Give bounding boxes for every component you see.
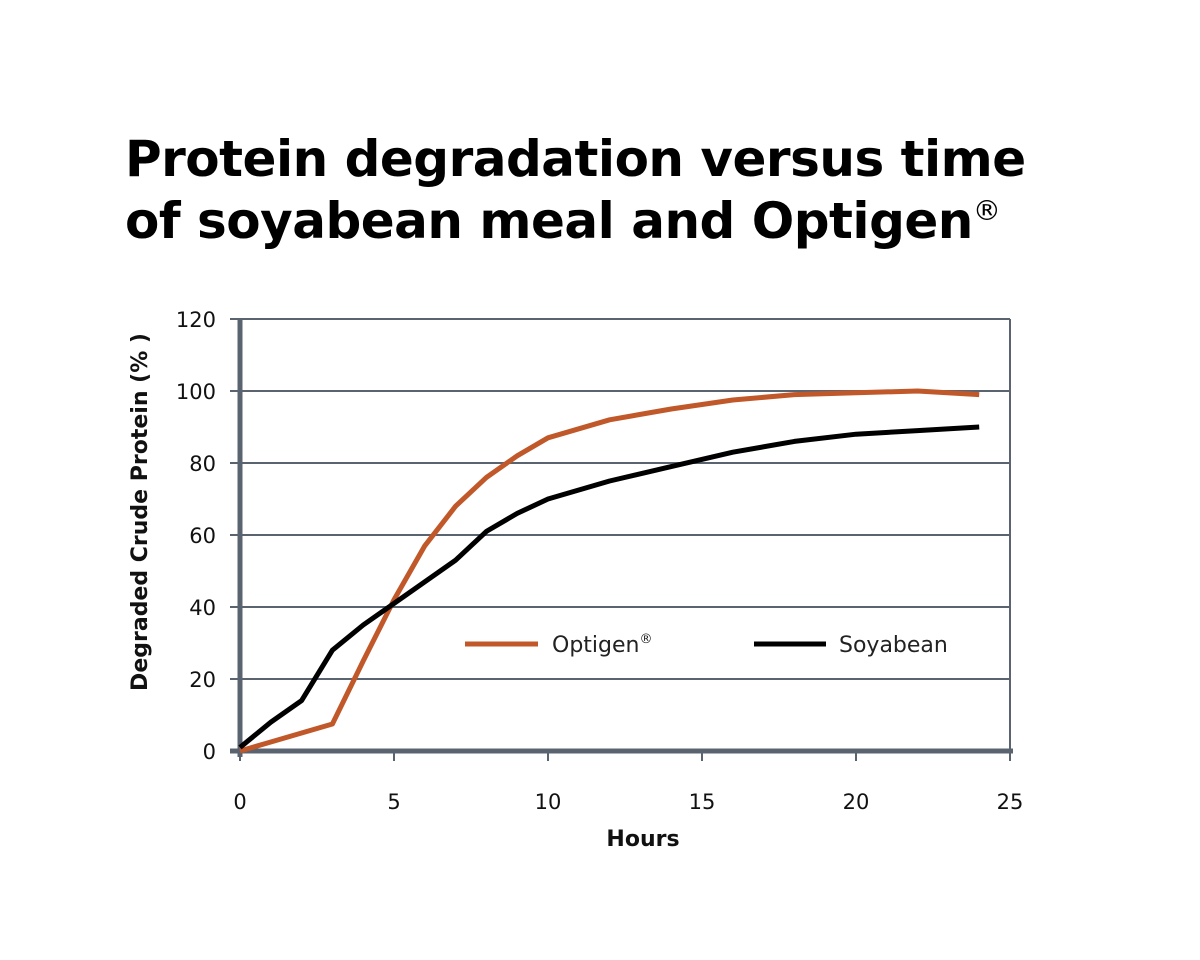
y-tick-labels: 0 20 40 60 80 100 120 (176, 308, 216, 764)
legend-label-soyabean: Soyabean (839, 633, 948, 658)
x-tick-label-5: 5 (387, 790, 400, 814)
x-tick-label-0: 0 (233, 790, 246, 814)
y-tick-label-0: 0 (203, 740, 216, 764)
chart-title-line-2-text: of soyabean meal and Optigen (125, 192, 973, 250)
y-tick-label-60: 60 (189, 524, 216, 548)
y-tick-label-80: 80 (189, 452, 216, 476)
x-tick-label-10: 10 (535, 790, 562, 814)
legend-label-optigen: Optigen® (552, 632, 652, 658)
chart-title-line-2: of soyabean meal and Optigen® (125, 190, 1026, 252)
registered-mark: ® (972, 194, 1001, 227)
gridlines (240, 318, 1011, 751)
legend: Optigen® Soyabean (465, 632, 948, 658)
y-tick-label-120: 120 (176, 308, 216, 332)
series-line-soyabean (238, 424, 980, 750)
series-line-optigen (239, 388, 980, 754)
y-tick-label-100: 100 (176, 380, 216, 404)
x-axis-title: Hours (606, 827, 679, 852)
x-tick-label-20: 20 (843, 790, 870, 814)
x-tick-label-25: 25 (997, 790, 1024, 814)
y-axis-title: Degraded Crude Protein (% ) (128, 333, 153, 691)
axes (230, 318, 1013, 761)
chart-title: Protein degradation versus time of soyab… (125, 128, 1026, 252)
x-tick-label-15: 15 (689, 790, 716, 814)
y-tick-label-20: 20 (189, 668, 216, 692)
chart-title-line-1: Protein degradation versus time (125, 130, 1026, 188)
x-tick-labels: 0 5 10 15 20 25 (233, 790, 1023, 814)
series-lines (238, 388, 980, 754)
y-tick-label-40: 40 (189, 596, 216, 620)
